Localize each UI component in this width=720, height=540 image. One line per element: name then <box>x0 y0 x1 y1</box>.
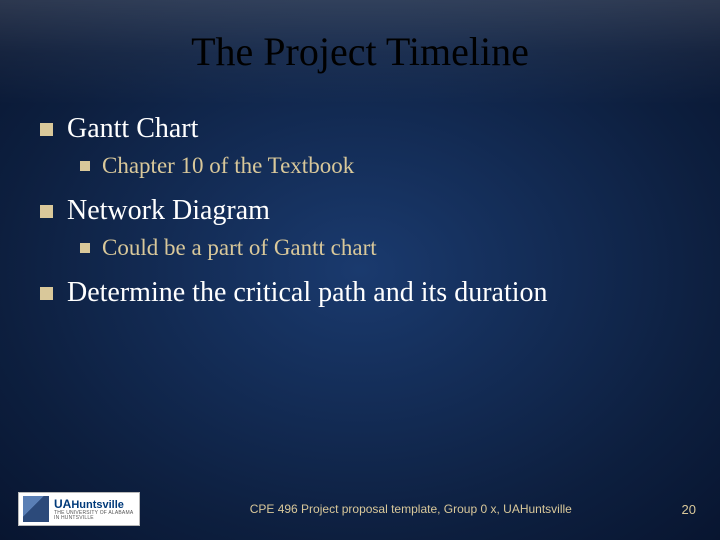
list-item: Chapter 10 of the Textbook <box>80 153 680 179</box>
logo-prefix: UA <box>54 497 71 511</box>
list-item: Gantt Chart <box>40 113 680 145</box>
bullet-square-icon <box>40 123 53 136</box>
bullet-square-icon <box>80 243 90 253</box>
bullet-square-icon <box>80 161 90 171</box>
footer-text: CPE 496 Project proposal template, Group… <box>140 502 682 516</box>
logo-mark-icon <box>23 496 49 522</box>
list-item: Could be a part of Gantt chart <box>80 235 680 261</box>
logo-main: Huntsville <box>71 499 124 511</box>
list-item: Network Diagram <box>40 195 680 227</box>
logo-text: UAHuntsville THE UNIVERSITY OF ALABAMA I… <box>54 498 135 521</box>
bullet-square-icon <box>40 205 53 218</box>
list-item-label: Chapter 10 of the Textbook <box>102 153 354 179</box>
logo-subtitle: THE UNIVERSITY OF ALABAMA IN HUNTSVILLE <box>54 511 135 521</box>
list-item: Determine the critical path and its dura… <box>40 277 680 309</box>
list-item-label: Determine the critical path and its dura… <box>67 277 548 309</box>
page-number: 20 <box>682 502 696 517</box>
list-item-label: Could be a part of Gantt chart <box>102 235 377 261</box>
bullet-square-icon <box>40 287 53 300</box>
list-item-label: Network Diagram <box>67 195 270 227</box>
slide-content: Gantt Chart Chapter 10 of the Textbook N… <box>0 105 720 309</box>
slide-title: The Project Timeline <box>0 0 720 105</box>
slide-footer: UAHuntsville THE UNIVERSITY OF ALABAMA I… <box>0 492 720 526</box>
list-item-label: Gantt Chart <box>67 113 198 145</box>
uah-logo: UAHuntsville THE UNIVERSITY OF ALABAMA I… <box>18 492 140 526</box>
